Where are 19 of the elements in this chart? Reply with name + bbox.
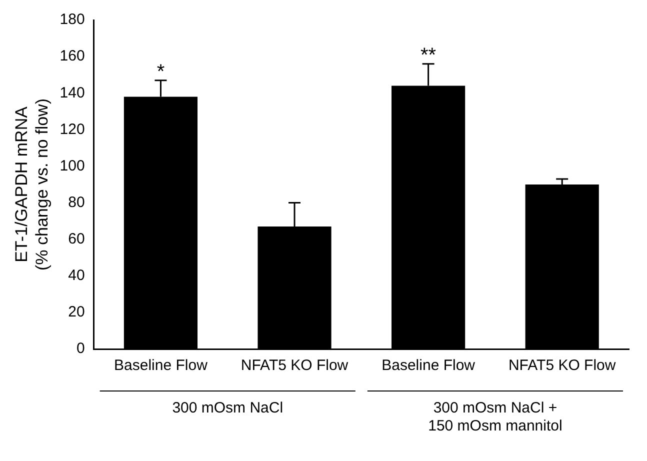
y-tick-label: 40 [68,267,85,284]
annotation: * [156,60,165,83]
y-axis-title: ET-1/GAPDH mRNA (% change vs. no flow) [12,98,52,270]
y-tick-label: 140 [60,84,85,102]
annotation: ** [420,44,436,66]
y-tick-label: 160 [60,48,85,65]
x-tick-label: Baseline Flow [382,357,476,374]
y-tick-label: 100 [60,157,85,174]
x-tick-label: NFAT5 KO Flow [508,357,616,374]
y-tick-label: 80 [68,194,85,211]
y-tick-label: 120 [60,120,85,138]
y-tick-label: 0 [76,340,85,358]
x-tick-label: Baseline Flow [114,357,208,374]
y-tick-label: 180 [60,11,85,28]
y-tick-label: 60 [68,230,85,248]
text: 300 mOsm NaCl [172,400,284,417]
y-tick-label: 20 [68,304,85,321]
text: 300 mOsm NaCl + 150 mOsm mannitol [428,400,562,435]
x-tick-label: NFAT5 KO Flow [240,357,348,374]
